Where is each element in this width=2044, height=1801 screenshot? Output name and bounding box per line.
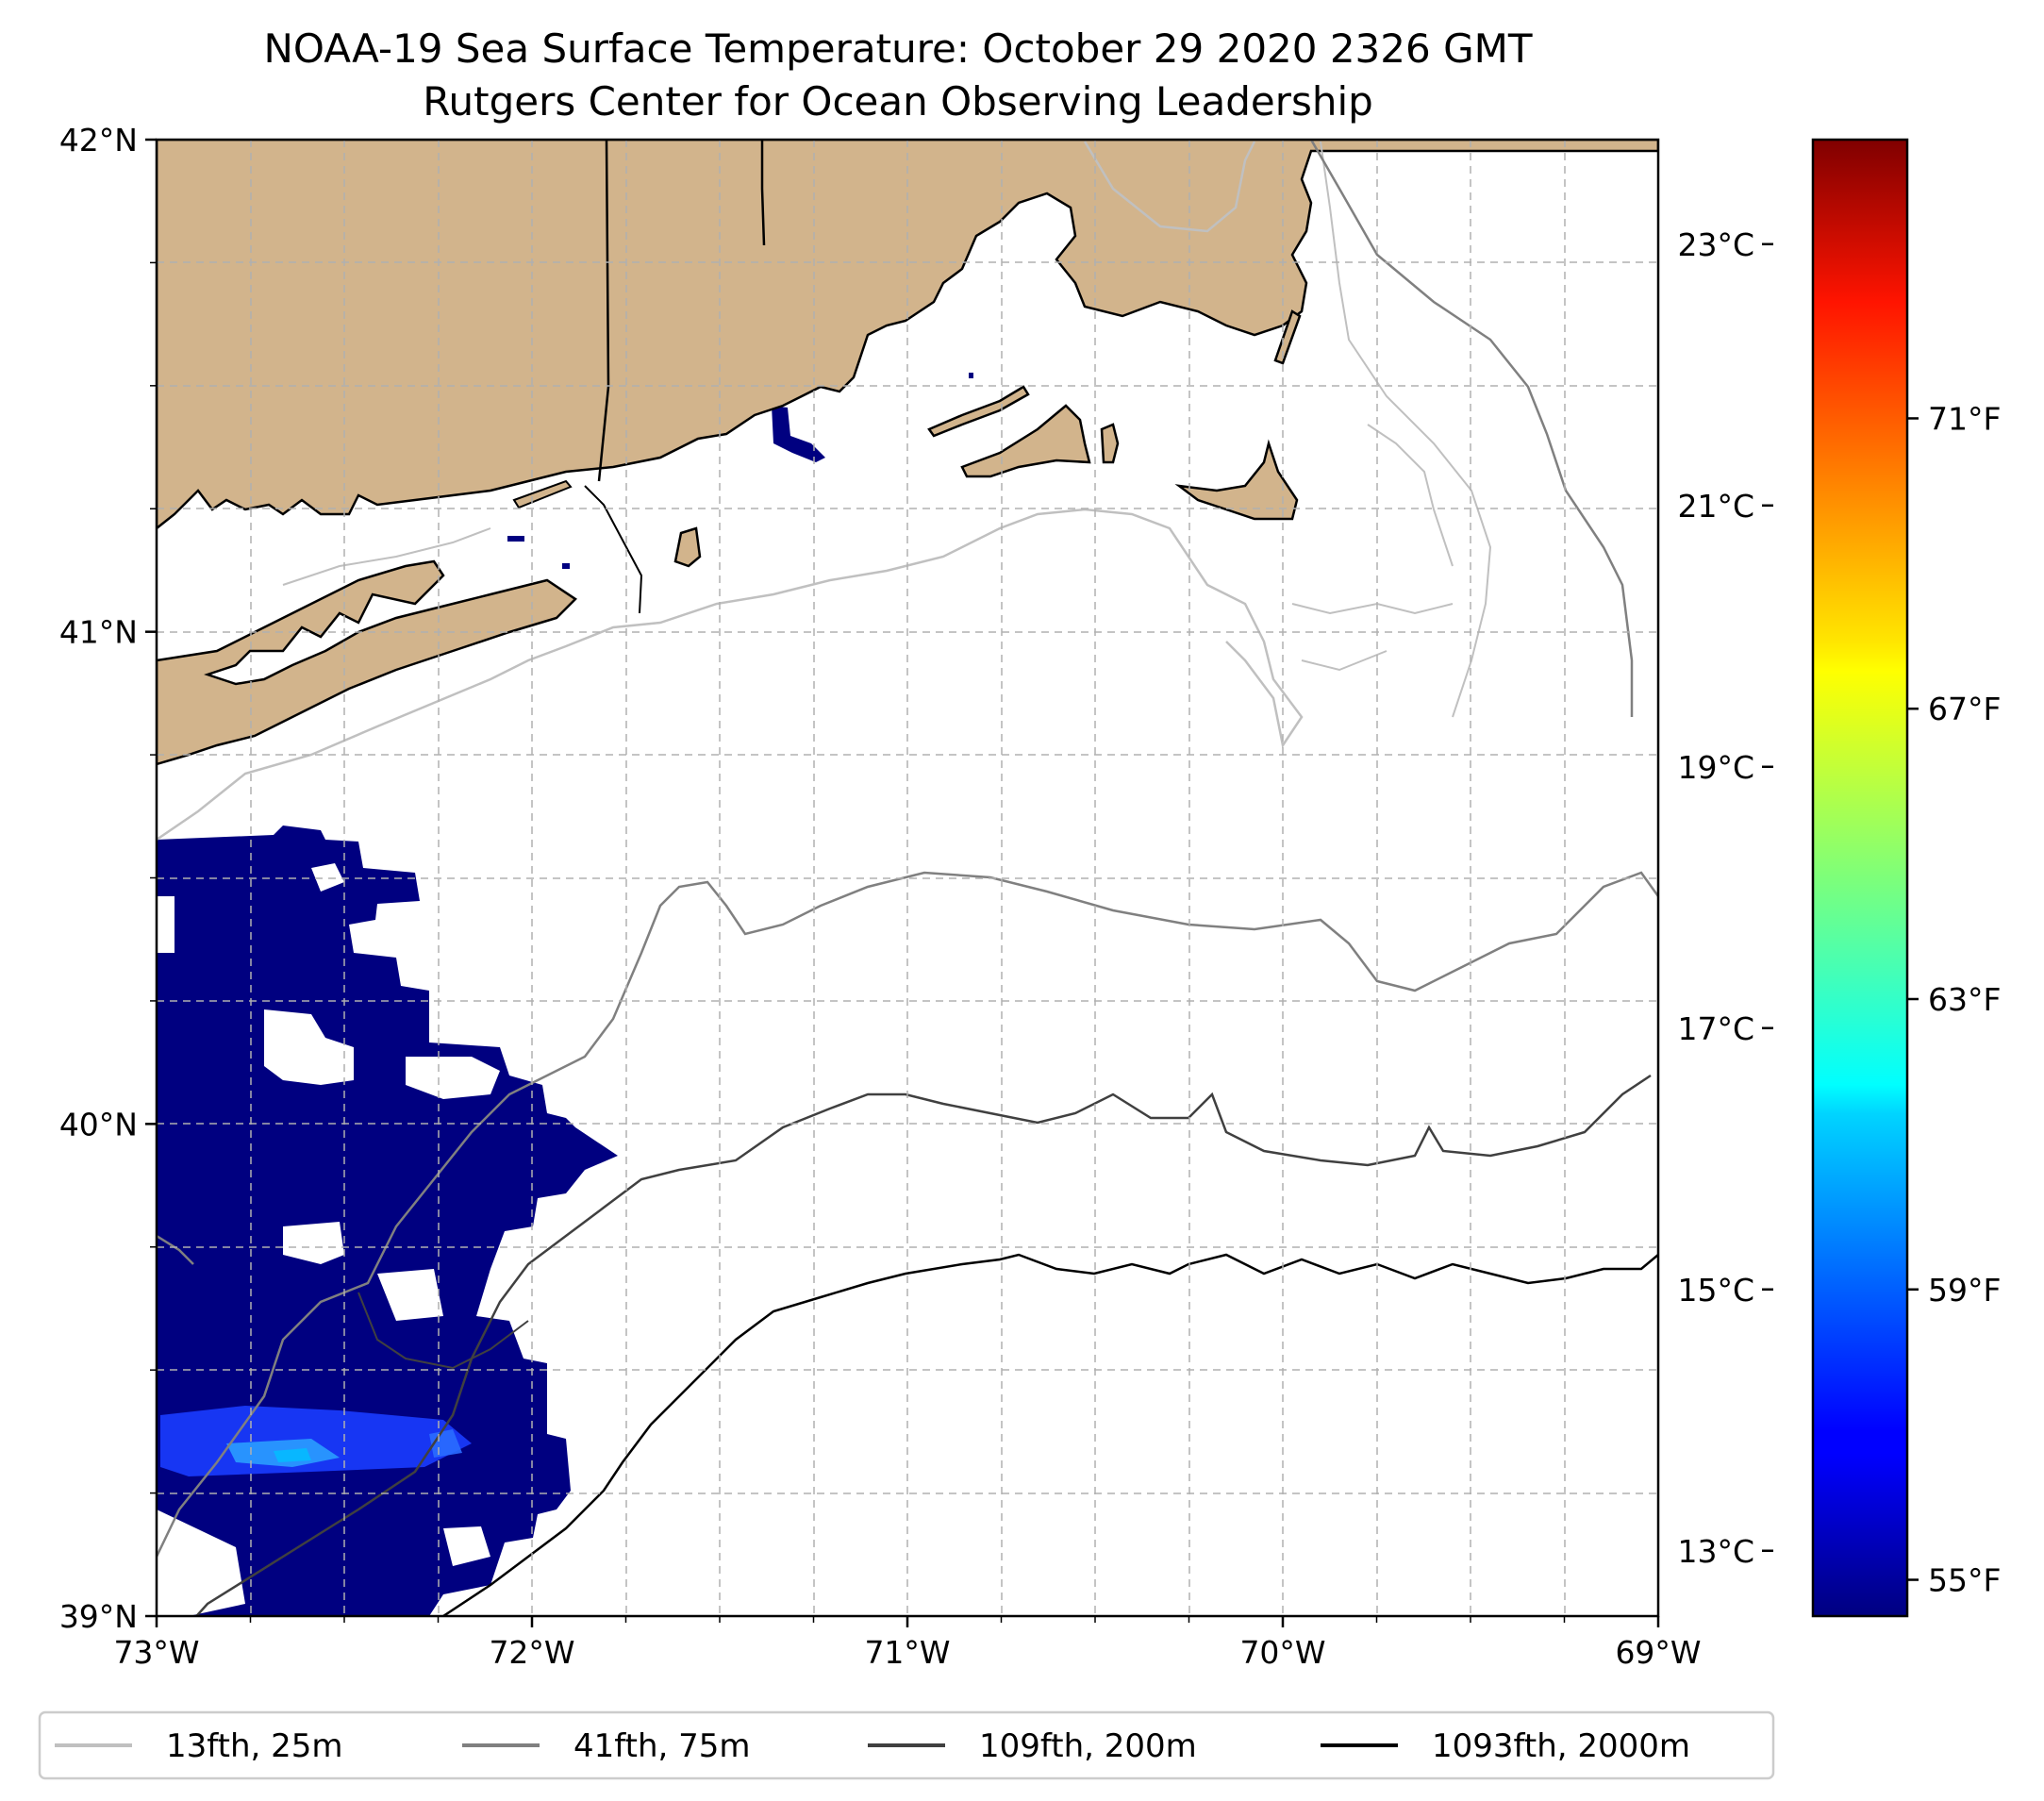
celsius-tick-label: 13°C (1677, 1533, 1754, 1570)
cloud-hole (157, 1509, 245, 1616)
colorbar-fahrenheit-axis: 71°F 67°F 63°F 59°F 55°F (1907, 400, 2001, 1599)
legend-label: 13fth, 25m (166, 1727, 343, 1765)
contour-75m (1309, 140, 1634, 717)
land-monomoy (1273, 309, 1302, 365)
contour-25m (1301, 650, 1388, 672)
gridlines (157, 140, 1658, 1616)
fahrenheit-tick-label: 67°F (1928, 691, 2001, 727)
sst-warm-streak (274, 1448, 311, 1462)
state-boundary (760, 140, 766, 246)
contour-200m (357, 1292, 529, 1370)
x-tick-label: 70°W (1239, 1634, 1325, 1671)
colorbar-celsius-axis: 23°C 21°C 19°C 17°C 15°C 13°C (1677, 226, 1773, 1570)
contour-75m (157, 1234, 194, 1265)
land-block-island (673, 526, 702, 568)
contour-75m (157, 871, 1658, 1558)
contour-25m (1367, 424, 1454, 567)
legend-label: 109fth, 200m (979, 1727, 1197, 1765)
celsius-tick-label: 23°C (1677, 226, 1754, 263)
y-tick-label: 39°N (59, 1598, 138, 1635)
chart-title: NOAA-19 Sea Surface Temperature: October… (263, 25, 1532, 72)
x-tick-label: 72°W (489, 1634, 574, 1671)
contour-2000m (442, 1253, 1658, 1616)
y-tick-label: 41°N (59, 614, 138, 651)
legend-label: 1093fth, 2000m (1432, 1727, 1690, 1765)
fahrenheit-tick-label: 63°F (1928, 981, 2001, 1018)
fahrenheit-tick-label: 71°F (1928, 400, 2001, 437)
fahrenheit-tick-label: 59°F (1928, 1272, 2001, 1309)
cloud-hole (443, 1526, 490, 1566)
x-tick-label: 69°W (1615, 1634, 1701, 1671)
state-boundary (584, 485, 643, 614)
map-area (157, 140, 1658, 1616)
cloud-hole (283, 1222, 344, 1264)
x-tick-label: 71°W (864, 1634, 950, 1671)
sst-data-patch (507, 536, 524, 542)
state-boundary (597, 140, 610, 482)
contour-200m (194, 1074, 1652, 1616)
chart-subtitle: Rutgers Center for Ocean Observing Leade… (423, 78, 1373, 125)
cloud-hole (311, 863, 344, 892)
celsius-tick-label: 21°C (1677, 488, 1754, 525)
y-tick-label: 42°N (59, 122, 138, 158)
y-tick-label: 40°N (59, 1106, 138, 1142)
sst-data-patch (772, 406, 825, 462)
celsius-tick-label: 17°C (1677, 1010, 1754, 1047)
legend: 13fth, 25m 41fth, 75m 109fth, 200m 1093fth,… (55, 1727, 1690, 1765)
sst-data-patch (969, 373, 973, 378)
x-axis: 73°W 72°W 71°W 70°W 69°W (113, 1616, 1702, 1671)
colorbar (1811, 138, 1909, 1618)
celsius-tick-label: 19°C (1677, 749, 1754, 786)
cloud-hole (157, 896, 174, 953)
cloud-hole (377, 1269, 443, 1321)
fahrenheit-tick-label: 55°F (1928, 1562, 2001, 1599)
land-nantucket (1174, 439, 1299, 521)
land-chappaquiddick (1100, 423, 1120, 464)
cloud-hole (264, 1009, 354, 1085)
contour-25m (1083, 141, 1256, 233)
celsius-tick-label: 15°C (1677, 1272, 1754, 1309)
legend-label: 41fth, 75m (573, 1727, 751, 1765)
contour-25m (157, 508, 1304, 842)
land-elizabeth-islands (927, 385, 1030, 438)
contour-25m (1320, 141, 1492, 718)
cloud-hole (406, 1057, 500, 1099)
land-marthas-vineyard (960, 404, 1091, 478)
sst-data-patch (562, 563, 570, 569)
x-tick-label: 73°W (113, 1634, 199, 1671)
land-fishers-island (512, 479, 573, 509)
contour-25m (282, 527, 491, 586)
y-axis: 42°N 41°N 40°N 39°N (59, 122, 157, 1635)
